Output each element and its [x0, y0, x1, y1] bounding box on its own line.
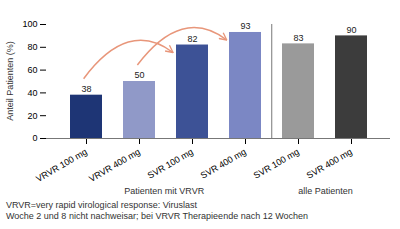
svg-text:VRVR 100 mg: VRVR 100 mg	[34, 147, 89, 184]
svg-text:83: 83	[293, 33, 303, 43]
svg-text:40: 40	[27, 88, 37, 98]
svg-text:93: 93	[240, 21, 250, 31]
svg-text:SVR 400 mg: SVR 400 mg	[199, 147, 248, 181]
svg-text:20: 20	[27, 111, 37, 121]
html-text:VRVR=very rapid virological re: VRVR=very rapid virological response: Vi…	[6, 200, 197, 210]
svg-text:50: 50	[134, 70, 144, 80]
svg-text:SVR 100 mg: SVR 100 mg	[146, 147, 195, 181]
svg-text:82: 82	[187, 34, 197, 44]
svg-text:Patienten mit VRVR: Patienten mit VRVR	[124, 186, 204, 196]
svg-text:0: 0	[32, 133, 37, 143]
html-text:Woche 2 und 8 nicht nachweisar: Woche 2 und 8 nicht nachweisar; bei VRVR…	[6, 211, 308, 221]
svg-text:Anteil Patienten (%): Anteil Patienten (%)	[5, 41, 15, 121]
svg-text:VRVR 400 mg: VRVR 400 mg	[87, 147, 142, 184]
svg-text:SVR 400 mg: SVR 400 mg	[305, 147, 354, 181]
svg-text:100: 100	[22, 19, 37, 29]
svg-text:alle Patienten: alle Patienten	[298, 186, 353, 196]
svg-text:SVR 100 mg: SVR 100 mg	[252, 147, 301, 181]
svg-text:80: 80	[27, 42, 37, 52]
svg-text:90: 90	[346, 25, 356, 35]
svg-text:38: 38	[81, 84, 91, 94]
svg-text:60: 60	[27, 65, 37, 75]
